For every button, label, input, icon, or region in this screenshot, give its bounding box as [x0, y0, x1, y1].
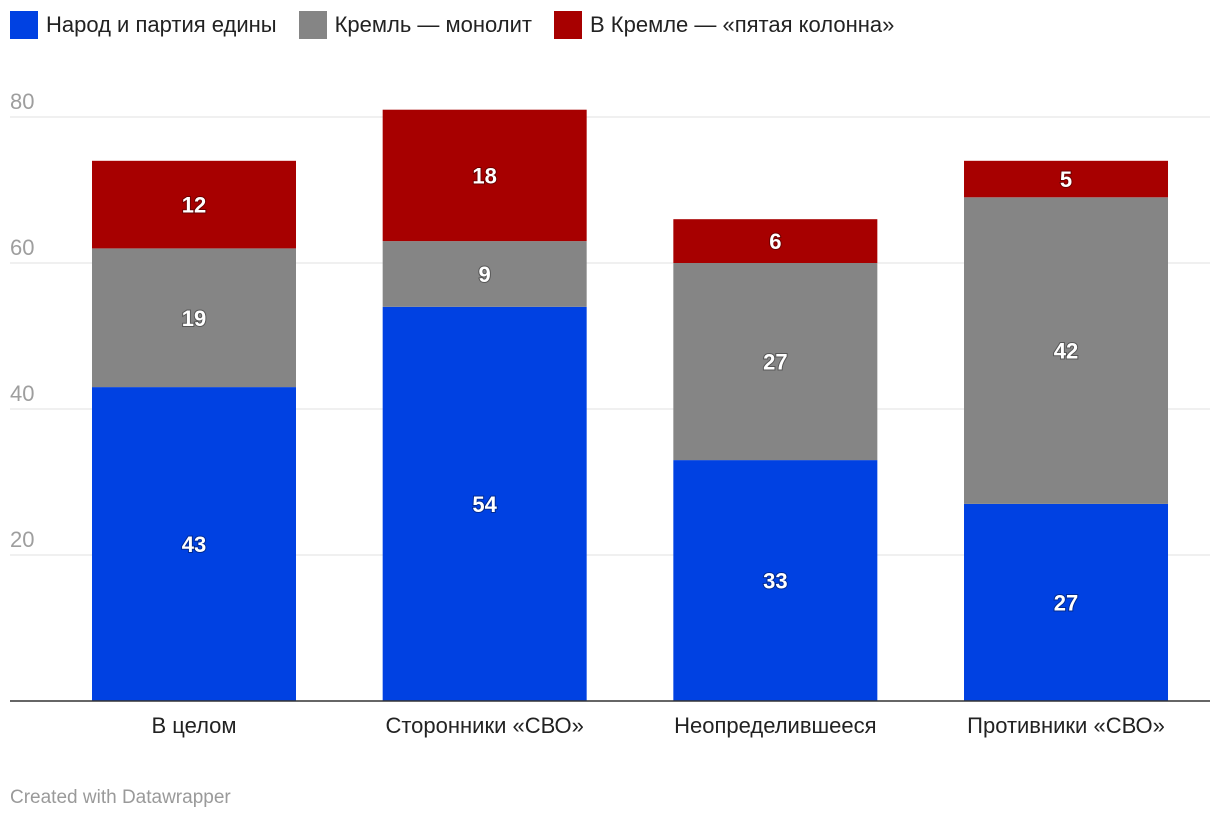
legend-item-series-3: В Кремле — «пятая колонна» — [554, 11, 894, 39]
bar-segment-2-3 — [382, 109, 587, 242]
data-label-3-3: 6 — [769, 229, 781, 254]
category-label-4: Противники «СВО» — [967, 713, 1165, 738]
legend-swatch-series-2 — [298, 11, 327, 39]
datawrapper-credit: Created with Datawrapper — [10, 787, 231, 808]
data-label-3-1: 33 — [763, 569, 787, 594]
category-label-1: В целом — [151, 713, 236, 738]
data-label-1-2: 19 — [182, 306, 206, 331]
bar-segment-4-3 — [964, 160, 1169, 198]
legend-swatch-series-3 — [554, 11, 582, 39]
data-label-1-3: 12 — [182, 193, 206, 218]
data-label-2-2: 9 — [479, 262, 491, 287]
data-label-2-3: 18 — [472, 163, 496, 188]
chart-legend: Народ и партия едины Кремль — монолит В … — [10, 11, 894, 39]
data-label-2-1: 54 — [472, 492, 497, 517]
y-tick-label-60: 60 — [10, 235, 34, 260]
y-tick-label-80: 80 — [10, 89, 34, 114]
legend-label-series-2: Кремль — монолит — [334, 12, 532, 37]
legend-item-series-1: Народ и партия едины — [10, 11, 277, 39]
data-label-4-2: 42 — [1054, 339, 1078, 364]
data-label-4-3: 5 — [1060, 167, 1072, 192]
data-label-4-1: 27 — [1054, 590, 1078, 615]
bar-segment-1-1 — [92, 387, 296, 701]
category-label-3: Неопределившееся — [674, 713, 876, 738]
y-tick-label-20: 20 — [10, 527, 34, 552]
legend-item-series-2: Кремль — монолит — [298, 11, 532, 39]
bar-segment-1-3 — [92, 160, 296, 249]
bar-segment-1-2 — [92, 248, 296, 388]
data-label-1-1: 43 — [182, 532, 206, 557]
legend-swatch-series-1 — [10, 11, 38, 39]
bar-segment-2-2 — [382, 241, 587, 307]
bar-segment-4-2 — [964, 197, 1169, 504]
bar-segment-3-2 — [673, 263, 878, 461]
stacked-bar-chart: 20 40 60 80 43 19 12 В целом 54 9 18 Сторонники «СВ… — [10, 89, 1210, 738]
bar-segment-3-1 — [673, 460, 878, 701]
data-label-3-2: 27 — [763, 350, 787, 375]
category-label-2: Сторонники «СВО» — [385, 713, 583, 738]
bar-segment-4-1 — [964, 503, 1169, 701]
bar-segment-3-3 — [673, 219, 878, 263]
legend-label-series-3: В Кремле — «пятая колонна» — [590, 12, 895, 37]
legend-label-series-1: Народ и партия едины — [46, 12, 277, 37]
y-tick-label-40: 40 — [10, 381, 34, 406]
bar-segment-2-1 — [382, 306, 587, 701]
